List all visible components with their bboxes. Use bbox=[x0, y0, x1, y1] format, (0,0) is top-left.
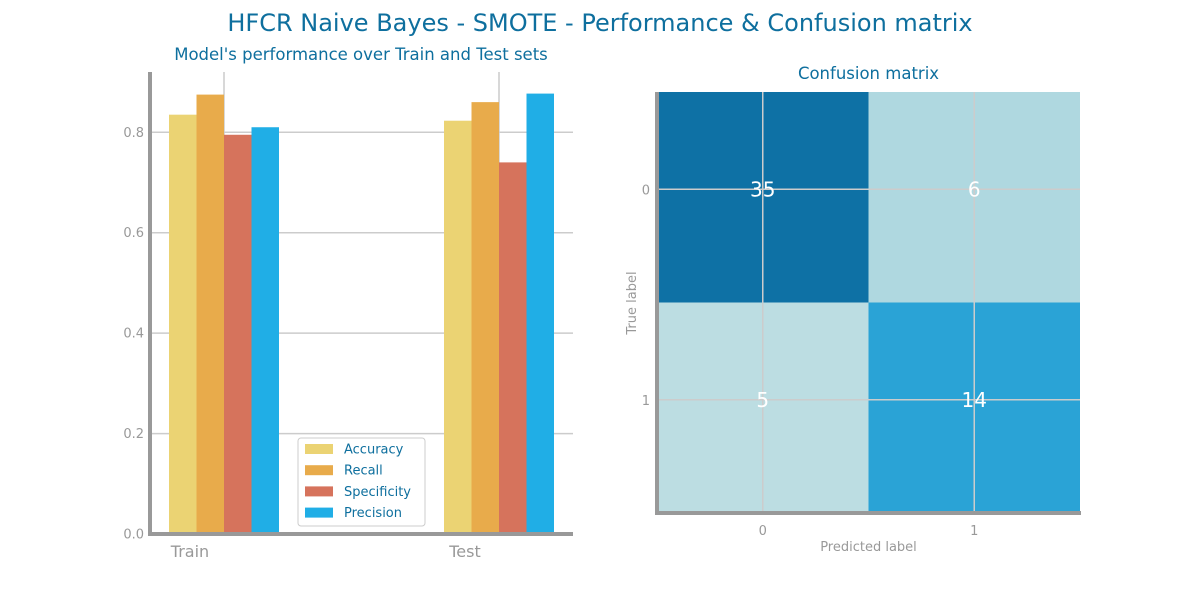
legend-label-accuracy: Accuracy bbox=[344, 443, 404, 458]
legend-label-specificity: Specificity bbox=[344, 485, 411, 500]
cm-axes bbox=[655, 92, 1081, 515]
cm-y-tick-label: 1 bbox=[642, 394, 650, 409]
bar-marks bbox=[169, 93, 554, 535]
cm-cell-value-0-0: 35 bbox=[750, 177, 775, 201]
bar-precision-train bbox=[251, 127, 279, 534]
legend-swatch-recall bbox=[305, 465, 333, 476]
bar-legend: Accuracy Recall Specificity Precision bbox=[297, 437, 426, 527]
cm-x-axis-label: Predicted label bbox=[820, 540, 917, 555]
legend-label-recall: Recall bbox=[344, 464, 383, 479]
bar-y-tick-labels: 0.0 0.2 0.4 0.6 0.8 bbox=[123, 126, 144, 543]
legend-swatch-precision bbox=[305, 507, 333, 518]
cm-y-tick-label: 0 bbox=[642, 183, 650, 198]
cm-x-tick-label: 0 bbox=[759, 524, 767, 539]
cm-gridlines bbox=[657, 92, 1080, 513]
cm-cell-value-1-1: 14 bbox=[962, 388, 987, 412]
bar-y-tick-label: 0.4 bbox=[123, 327, 144, 342]
bar-chart-title: Model's performance over Train and Test … bbox=[174, 45, 548, 64]
bar-y-tick-label: 0.2 bbox=[123, 427, 144, 442]
bar-specificity-train bbox=[224, 134, 252, 535]
legend-swatch-accuracy bbox=[305, 444, 333, 454]
legend-swatch-specificity bbox=[305, 486, 333, 497]
bar-accuracy-train bbox=[169, 114, 197, 534]
cm-cells bbox=[657, 92, 1080, 513]
confusion-matrix-title: Confusion matrix bbox=[798, 64, 939, 83]
bar-y-tick-label: 0.6 bbox=[123, 226, 144, 241]
bar-recall-test bbox=[471, 102, 499, 534]
bar-x-tick-label: Train bbox=[170, 542, 209, 561]
bar-recall-train bbox=[196, 94, 224, 534]
legend-label-precision: Precision bbox=[344, 506, 402, 521]
bar-accuracy-test bbox=[444, 120, 472, 534]
cm-y-axis-label: True label bbox=[625, 271, 640, 335]
cm-y-tick-labels: 01 bbox=[642, 183, 650, 409]
bar-x-tick-label: Test bbox=[448, 542, 481, 561]
cm-cell-values: 35 6 5 14 bbox=[750, 177, 987, 412]
bar-precision-test bbox=[526, 93, 554, 534]
figure-title: HFCR Naive Bayes - SMOTE - Performance &… bbox=[227, 9, 972, 37]
bar-y-tick-label: 0.0 bbox=[123, 528, 144, 543]
cm-cell-value-1-0: 5 bbox=[756, 388, 769, 412]
cm-cell-value-0-1: 6 bbox=[968, 177, 981, 201]
bar-chart: Model's performance over Train and Test … bbox=[123, 45, 573, 561]
bar-x-tick-labels: Train Test bbox=[170, 542, 481, 561]
bar-axes bbox=[148, 72, 573, 536]
cm-x-tick-label: 1 bbox=[970, 524, 978, 539]
bar-specificity-test bbox=[499, 162, 527, 535]
bar-y-tick-label: 0.8 bbox=[123, 126, 144, 141]
bar-legend-box bbox=[297, 437, 426, 527]
